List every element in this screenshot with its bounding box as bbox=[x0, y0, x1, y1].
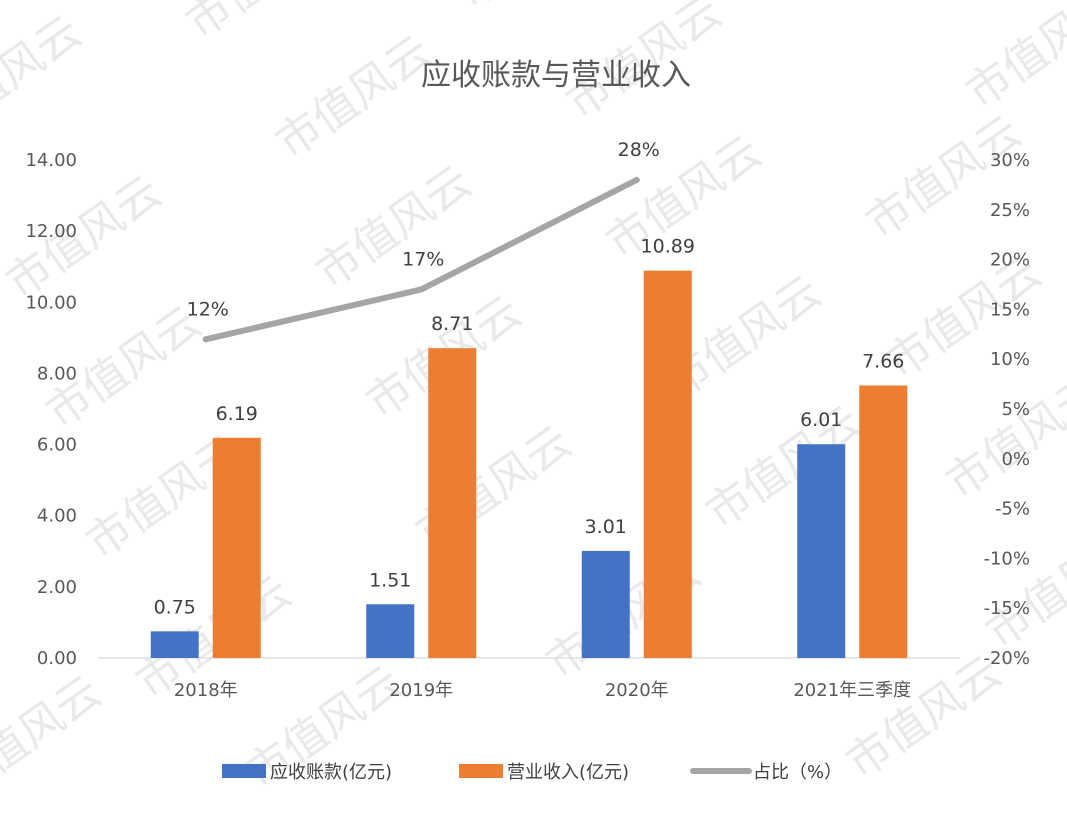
y-right-tick-label: -5% bbox=[995, 499, 1030, 520]
legend-swatch bbox=[222, 764, 266, 778]
watermark-text: 市值风云 bbox=[737, 0, 910, 14]
bar-data-label: 3.01 bbox=[585, 516, 627, 538]
bar bbox=[859, 385, 908, 658]
x-tick-label: 2020年 bbox=[605, 680, 669, 701]
watermark-text: 市值风云 bbox=[0, 666, 110, 809]
watermark-text: 市值风云 bbox=[957, 0, 1067, 119]
legend-swatch bbox=[459, 764, 503, 778]
bar-data-label: 6.01 bbox=[800, 409, 842, 431]
y-right-tick-label: 15% bbox=[990, 299, 1030, 320]
bar-data-label: 6.19 bbox=[216, 403, 258, 425]
x-tick-label: 2021年三季度 bbox=[793, 680, 911, 701]
y-right-tick-label: -15% bbox=[983, 598, 1030, 619]
y-left-tick-label: 8.00 bbox=[37, 363, 77, 384]
y-right-tick-label: 25% bbox=[990, 200, 1030, 221]
line-point bbox=[418, 286, 425, 293]
watermark-text: 市值风云 bbox=[857, 106, 1030, 249]
bar bbox=[150, 631, 199, 658]
watermark-text: 市值风云 bbox=[447, 0, 620, 19]
bar-data-label: 10.89 bbox=[641, 236, 695, 258]
watermark-text: 市值风云 bbox=[267, 26, 440, 169]
right-axis: -20% -15% -10% -5% 0% 5% 10% 15% 20% 25% 30% bbox=[983, 150, 1030, 669]
watermark-text: 市值风云 bbox=[307, 156, 480, 299]
y-right-tick-label: 10% bbox=[990, 349, 1030, 370]
chart-title: 应收账款与营业收入 bbox=[421, 58, 691, 93]
line-series bbox=[202, 176, 640, 343]
bar bbox=[366, 604, 415, 658]
legend-label: 营业收入(亿元) bbox=[507, 762, 629, 783]
x-axis: 2018年 2019年 2020年 2021年三季度 bbox=[174, 680, 911, 701]
bar bbox=[797, 444, 846, 658]
y-right-tick-label: 20% bbox=[990, 250, 1030, 271]
y-left-tick-label: 4.00 bbox=[37, 506, 77, 527]
line-point bbox=[633, 176, 640, 183]
watermark-text: 市值风云 bbox=[0, 6, 90, 149]
watermark-text: 市值风云 bbox=[977, 516, 1067, 659]
y-left-tick-label: 10.00 bbox=[25, 292, 77, 313]
y-right-tick-label: 30% bbox=[990, 150, 1030, 171]
legend-label: 占比（%） bbox=[753, 762, 842, 783]
y-right-tick-label: 5% bbox=[1001, 399, 1030, 420]
line-point bbox=[202, 336, 209, 343]
bar-data-label: 0.75 bbox=[154, 596, 196, 618]
y-left-tick-label: 14.00 bbox=[25, 150, 77, 171]
line-data-label: 12% bbox=[187, 298, 229, 320]
line-data-label: 28% bbox=[618, 139, 660, 161]
watermark-text: 市值风云 bbox=[177, 0, 350, 49]
y-right-tick-label: -10% bbox=[983, 548, 1030, 569]
bar bbox=[581, 550, 630, 658]
y-left-tick-label: 2.00 bbox=[37, 577, 77, 598]
bars bbox=[150, 270, 908, 658]
bar bbox=[643, 270, 692, 658]
y-right-tick-label: -20% bbox=[983, 648, 1030, 669]
watermark-text: 市值风云 bbox=[937, 366, 1067, 509]
left-axis: 0.00 2.00 4.00 6.00 8.00 10.00 12.00 14.00 bbox=[25, 150, 77, 669]
y-right-tick-label: 0% bbox=[1001, 449, 1030, 470]
line-data-label: 17% bbox=[402, 248, 444, 270]
bar-data-label: 1.51 bbox=[369, 569, 411, 591]
legend-label: 应收账款(亿元) bbox=[270, 762, 392, 783]
legend: 应收账款(亿元) 营业收入(亿元) 占比（%） bbox=[222, 762, 842, 783]
bar bbox=[212, 437, 261, 658]
y-left-tick-label: 6.00 bbox=[37, 435, 77, 456]
data-labels: 0.75 1.51 3.01 6.01 6.19 8.71 10.89 7.66 12% 17% 2… bbox=[154, 139, 905, 618]
x-tick-label: 2018年 bbox=[174, 680, 238, 701]
y-left-tick-label: 0.00 bbox=[37, 648, 77, 669]
bar-data-label: 7.66 bbox=[862, 351, 904, 373]
bar bbox=[428, 348, 477, 658]
bar-data-label: 8.71 bbox=[431, 313, 473, 335]
x-tick-label: 2019年 bbox=[389, 680, 453, 701]
y-left-tick-label: 12.00 bbox=[25, 221, 77, 242]
